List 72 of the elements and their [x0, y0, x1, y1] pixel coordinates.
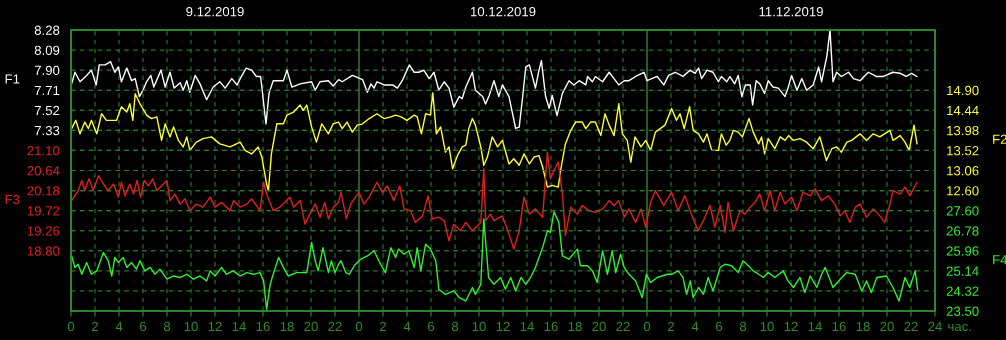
x-tick-label: 14 [520, 321, 534, 331]
x-tick-label: 16 [544, 321, 558, 332]
y2-tick-label: 13.52 [947, 146, 979, 156]
x-tick-label: 0 [643, 321, 651, 332]
x2-tick-label: 9.12.2019 [186, 6, 244, 17]
x-tick-label: 8 [739, 321, 747, 332]
y-tick-label: 21.10 [27, 146, 60, 156]
x-tick-label: 8 [163, 321, 171, 332]
x-tick-label: 14 [808, 321, 822, 331]
y-axis-title: F3 [5, 194, 20, 205]
x-tick-label: 22 [616, 321, 630, 331]
y-tick-label: 8.09 [34, 45, 60, 55]
y2-tick-label: 12.60 [947, 186, 979, 196]
x-tick-label: 0 [67, 321, 75, 332]
y2-tick-label: 25.96 [946, 246, 979, 256]
y2-tick-label: 23.50 [946, 306, 979, 316]
x-axis-title: час. [948, 323, 971, 332]
y2-tick-label: 27.60 [946, 206, 979, 216]
y2-tick-label: 26.78 [946, 226, 979, 236]
y2-tick-label: 13.06 [947, 166, 979, 176]
x-tick-label: 14 [232, 321, 246, 331]
y-tick-label: 20.18 [27, 186, 60, 196]
y-axis-title: F1 [5, 74, 20, 84]
x-tick-label: 12 [496, 321, 510, 331]
x-tick-label: 10 [760, 321, 774, 332]
y-tick-label: 19.26 [27, 226, 60, 236]
line-series [71, 211, 919, 310]
y2-tick-label: 25.14 [946, 266, 979, 276]
y-tick-label: 7.33 [34, 125, 60, 136]
y-tick-label: 8.28 [34, 25, 60, 35]
x-tick-label: 22 [328, 321, 342, 331]
x-tick-label: 6 [716, 321, 723, 332]
x-tick-label: 20 [304, 321, 318, 332]
y-tick-label: 18.80 [27, 246, 60, 256]
x-tick-label: 2 [92, 321, 99, 331]
x-tick-label: 6 [140, 321, 147, 332]
y2-tick-label: 14.90 [947, 85, 979, 96]
x-tick-label: 20 [592, 321, 606, 332]
x-tick-label: 10 [472, 321, 486, 332]
y2-tick-label: 13.98 [947, 125, 979, 136]
x-tick-label: 20 [880, 321, 894, 332]
x-tick-label: 18 [856, 321, 870, 332]
y2-axis-title: F2 [993, 134, 1006, 144]
x-tick-label: 12 [208, 321, 222, 331]
x-tick-label: 4 [115, 321, 123, 331]
y-tick-label: 19.72 [27, 206, 60, 216]
line-series [71, 92, 918, 192]
x2-tick-label: 10.12.2019 [470, 6, 536, 17]
x-tick-label: 8 [451, 321, 459, 332]
x2-tick-label: 11.12.2019 [759, 6, 823, 17]
x-tick-label: 16 [832, 321, 846, 332]
x-tick-label: 10 [184, 321, 198, 332]
x-tick-label: 24 [928, 321, 942, 331]
x-tick-label: 18 [568, 321, 582, 332]
x-tick-label: 4 [403, 321, 411, 331]
line-series [71, 30, 918, 129]
x-tick-label: 4 [691, 321, 699, 331]
y-tick-label: 7.52 [34, 105, 60, 116]
x-tick-label: 6 [428, 321, 435, 332]
y-tick-label: 20.64 [27, 166, 60, 176]
line-series [71, 151, 918, 250]
y-tick-label: 7.90 [34, 65, 60, 76]
x-tick-label: 0 [355, 321, 363, 332]
x-tick-label: 12 [784, 321, 798, 331]
x-tick-label: 2 [668, 321, 675, 331]
y2-tick-label: 14.44 [947, 105, 979, 116]
x-tick-label: 16 [256, 321, 270, 332]
x-tick-label: 22 [904, 321, 918, 331]
x-tick-label: 2 [380, 321, 387, 331]
x-tick-label: 18 [280, 321, 294, 332]
y2-tick-label: 24.32 [946, 286, 979, 296]
y-tick-label: 7.71 [34, 85, 60, 95]
